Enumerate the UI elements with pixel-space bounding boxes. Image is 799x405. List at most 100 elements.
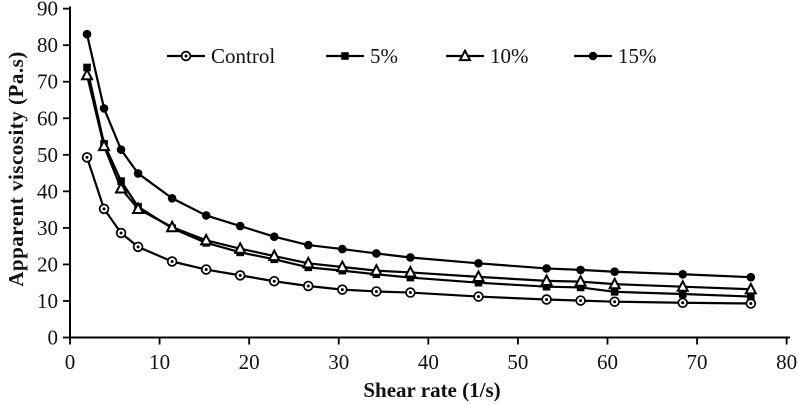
x-tick-label: 0: [65, 350, 76, 374]
series-markers-15pct: [82, 29, 756, 282]
series-markers-10pct: [80, 67, 758, 295]
y-tick-label: 40: [37, 179, 58, 203]
circle-dot-center: [306, 284, 310, 288]
circle-dot-center: [374, 289, 378, 293]
y-tick-label: 30: [37, 216, 58, 240]
filled-circle-marker-icon: [574, 49, 612, 63]
legend-item-10pct: 10%: [446, 45, 529, 67]
filled-square-marker-icon: [326, 49, 364, 63]
filled-circle-icon: [406, 253, 415, 262]
filled-circle-icon: [576, 265, 585, 275]
circle-dot-center: [119, 231, 123, 235]
open-triangle-icon: [335, 259, 349, 273]
filled-circle-icon: [133, 169, 143, 178]
circle-dot-center: [579, 299, 583, 303]
y-axis-title: Apparent viscosity (Pa.s): [4, 51, 28, 287]
open-triangle-icon: [607, 276, 622, 290]
open-triangle-icon: [403, 264, 418, 278]
circle-dot-marker-icon: [167, 49, 205, 63]
filled-circle-icon: [116, 145, 126, 154]
circle-dot-center: [272, 279, 276, 283]
x-tick-label: 30: [328, 350, 349, 374]
filled-circle-icon: [167, 193, 177, 203]
circle-dot-center: [408, 291, 412, 295]
x-tick-label: 10: [149, 350, 170, 374]
filled-square-icon: [341, 52, 349, 60]
filled-circle-icon: [99, 104, 109, 113]
legend-label-5pct: 5%: [370, 44, 398, 68]
filled-square-icon: [747, 292, 755, 301]
filled-circle-icon: [201, 211, 211, 220]
circle-dot-center: [204, 268, 208, 272]
filled-circle-icon: [610, 267, 619, 277]
y-tick-label: 80: [37, 33, 58, 57]
filled-circle-icon: [303, 240, 313, 250]
filled-circle-icon: [474, 259, 483, 268]
open-triangle-icon: [301, 255, 315, 269]
filled-circle-icon: [269, 232, 279, 241]
filled-square-icon: [678, 290, 687, 298]
open-triangle-icon: [97, 138, 111, 152]
y-tick-label: 0: [48, 326, 59, 350]
y-tick-label: 60: [37, 106, 58, 130]
x-tick-label: 80: [776, 350, 797, 374]
series-markers-control: [81, 152, 757, 309]
filled-square-icon: [576, 283, 585, 292]
open-triangle-icon: [131, 201, 145, 214]
open-triangle-icon: [539, 273, 554, 286]
filled-square-icon: [83, 63, 91, 72]
open-triangle-icon: [80, 67, 94, 81]
series-path: [85, 156, 752, 305]
circle-dot-center: [340, 288, 344, 292]
legend-item-5pct: 5%: [326, 45, 398, 67]
open-triangle-icon: [267, 248, 281, 262]
series-path: [85, 66, 752, 298]
x-tick-label: 50: [507, 350, 528, 374]
legend-label-15pct: 15%: [618, 44, 657, 68]
legend-swatch-svg: [446, 48, 484, 62]
open-triangle-icon: [471, 269, 486, 282]
series-path: [85, 33, 752, 279]
filled-circle-icon: [372, 249, 381, 258]
x-tick-label: 60: [597, 350, 618, 374]
circle-dot-center: [749, 302, 753, 306]
legend-swatch-svg: [326, 52, 364, 60]
series-line-15pct: [85, 33, 752, 279]
x-tick-label: 40: [418, 350, 439, 374]
y-tick-label: 10: [37, 289, 58, 313]
filled-circle-icon: [82, 29, 92, 39]
open-triangle-icon: [458, 48, 472, 62]
filled-circle-icon: [542, 264, 551, 273]
open-triangle-icon: [165, 219, 179, 233]
circle-dot-center: [545, 297, 549, 301]
circle-dot-center: [681, 301, 685, 305]
circle-dot-center: [170, 259, 174, 263]
legend-label-10pct: 10%: [490, 44, 529, 68]
filled-circle-icon: [588, 51, 598, 61]
filled-square-icon: [406, 273, 415, 282]
y-tick-label: 20: [37, 252, 58, 276]
series-line-5pct: [85, 66, 752, 298]
open-triangle-icon: [233, 241, 247, 254]
circle-dot-center: [102, 207, 106, 211]
filled-square-icon: [542, 282, 551, 291]
circle-dot-center: [184, 54, 188, 58]
filled-circle-icon: [746, 272, 756, 282]
open-triangle-marker-icon: [446, 48, 484, 63]
legend-item-15pct: 15%: [574, 45, 657, 67]
circle-dot-center: [476, 295, 480, 299]
filled-circle-icon: [678, 269, 688, 279]
open-triangle-icon: [114, 180, 128, 194]
legend-swatch-svg: [574, 51, 612, 61]
x-tick-label: 70: [687, 350, 708, 374]
circle-dot-center: [613, 300, 617, 304]
open-triangle-icon: [199, 232, 213, 246]
filled-circle-icon: [338, 244, 347, 254]
open-triangle-icon: [676, 279, 690, 292]
open-triangle-icon: [369, 263, 384, 276]
circle-dot-center: [238, 273, 242, 277]
legend-item-control: Control: [167, 45, 275, 67]
legend-swatch-svg: [167, 50, 205, 62]
